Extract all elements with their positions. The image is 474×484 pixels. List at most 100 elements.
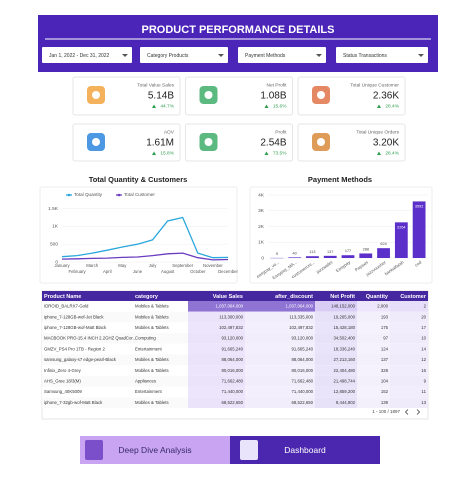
- cell-shade: [357, 375, 390, 387]
- table-cell: 9,444,902: [336, 400, 356, 405]
- cell-shade: [390, 311, 428, 323]
- y-tick-label: 3K: [258, 208, 265, 214]
- table-cell: 113,300,000: [219, 314, 243, 319]
- table-cell: IDROID_BALRX7-Gold: [44, 304, 89, 309]
- x-tick-label: May: [118, 263, 127, 268]
- bar-value-label: 137: [327, 250, 333, 254]
- button-icon: [240, 440, 258, 460]
- cell-shade: [245, 386, 315, 398]
- y-tick-label: 4K: [258, 192, 265, 198]
- kpi-value: 3.20K: [373, 138, 399, 149]
- cell-shade: [315, 322, 357, 334]
- table-cell: 12: [421, 357, 426, 362]
- table-cell: samsung_galaxy-s7 edge-pearl-Black: [44, 357, 117, 362]
- x-tick-label: September: [172, 263, 194, 268]
- table-cell: 113,335,000: [289, 314, 313, 319]
- cell-shade: [188, 322, 245, 334]
- table-header: [42, 291, 428, 301]
- chart-title: Total Quantity & Customers: [89, 175, 188, 184]
- cell-shade: [390, 397, 428, 408]
- filter-dropdown[interactable]: [140, 47, 228, 63]
- dropdown-caret: [316, 54, 322, 57]
- kpi-change: 73.5%: [273, 150, 287, 156]
- filter-dropdown[interactable]: [42, 47, 132, 63]
- cell-shade: [390, 333, 428, 344]
- table-cell: 102,497,832: [289, 325, 314, 330]
- series-line: [61, 216, 229, 259]
- cell-shade: [390, 386, 428, 398]
- kpi-up-arrow: [264, 151, 269, 155]
- y-tick-label: 0: [261, 255, 264, 261]
- bar: [341, 255, 355, 258]
- table-cell: 93,120,000: [291, 336, 313, 341]
- table-cell: 17: [421, 325, 426, 330]
- kpi-value: 2.36K: [373, 91, 399, 102]
- kpi-label: Net Profit: [267, 82, 288, 88]
- cell-shade: [188, 343, 245, 355]
- kpi-icon-dot: [92, 91, 100, 99]
- kpi-icon-dot: [317, 91, 325, 99]
- x-tick-label: cod: [414, 259, 423, 267]
- kpi-change: 28.4%: [385, 103, 399, 109]
- table-cell: 193: [381, 314, 389, 319]
- table-cell: 139: [381, 400, 389, 405]
- prev-page[interactable]: [404, 409, 409, 415]
- table-cell: Entertainment: [135, 346, 163, 351]
- x-tick-label: July: [149, 263, 157, 268]
- cell-shade: [245, 322, 315, 334]
- cell-shade: [357, 311, 390, 323]
- series-line: [61, 252, 229, 261]
- cell-shade: [390, 322, 428, 334]
- bar: [306, 256, 319, 258]
- filter-label: Status Transactions: [343, 53, 387, 59]
- cell-shade: [188, 311, 245, 323]
- filter-dropdown[interactable]: [238, 47, 326, 63]
- x-tick-label: April: [103, 269, 112, 274]
- bar: [288, 257, 302, 258]
- column-header: category: [135, 294, 159, 300]
- bar-value-label: 5: [276, 252, 278, 256]
- table-cell: Entertainment: [135, 389, 163, 394]
- table-cell: 148,152,000: [331, 304, 356, 309]
- bar: [394, 222, 408, 258]
- kpi-label: Total Value Sales: [137, 82, 174, 88]
- table-cell: 27,213,160: [333, 357, 355, 362]
- table-cell: Mobiles & Tablets: [135, 368, 169, 373]
- table-cell: 22,404,480: [333, 368, 355, 373]
- table-cell: MACBOOK PRO-15.4 INCH 2.2GHZ QuadCor...: [44, 336, 136, 341]
- table-cell: 18,336,240: [333, 346, 355, 351]
- cell-shade: [357, 333, 390, 344]
- nav-button[interactable]: [80, 436, 230, 464]
- table-cell: Mobiles & Tablets: [135, 325, 169, 330]
- cell-shade: [188, 397, 245, 408]
- kpi-change: 28.4%: [385, 150, 399, 156]
- kpi-change: 15.6%: [273, 103, 287, 109]
- button-label: Deep Dive Analysis: [118, 445, 191, 455]
- bar-value-label: 288: [363, 247, 369, 251]
- dropdown-caret: [122, 54, 128, 57]
- kpi-up-arrow: [152, 151, 156, 155]
- x-tick-label: January: [54, 263, 70, 268]
- bar: [412, 201, 426, 258]
- next-page[interactable]: [416, 409, 421, 415]
- table-cell: 71,440,000: [221, 389, 243, 394]
- filter-label: Payment Methods: [245, 53, 286, 59]
- table-cell: 9: [424, 379, 427, 384]
- column-header: after_discount: [275, 294, 313, 300]
- cell-shade: [357, 354, 390, 366]
- cell-shade: [245, 397, 315, 408]
- table-cell: iphone_7-128GB-wof-Matt Black: [44, 325, 107, 330]
- kpi-up-arrow: [264, 104, 269, 108]
- kpi-label: Total Unique Orders: [356, 129, 399, 135]
- kpi-up-arrow: [377, 151, 381, 155]
- cell-shade: [188, 386, 245, 398]
- cell-shade: [357, 397, 390, 408]
- page-title: PRODUCT PERFORMANCE DETAILS: [142, 24, 335, 36]
- x-tick-label: November: [203, 263, 223, 268]
- filter-dropdown[interactable]: [336, 47, 428, 63]
- bar: [323, 255, 337, 258]
- kpi-up-arrow: [152, 104, 156, 108]
- cell-shade: [315, 365, 357, 376]
- table-cell: 15,428,180: [333, 325, 355, 330]
- x-tick-label: February: [68, 269, 86, 274]
